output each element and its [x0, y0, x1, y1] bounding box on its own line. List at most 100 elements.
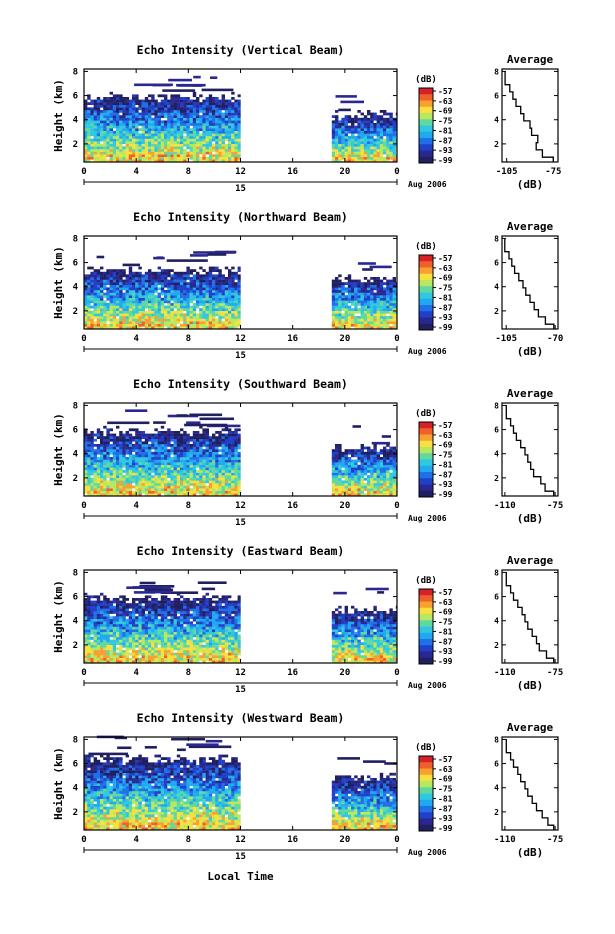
heatmap-cell	[222, 460, 225, 463]
heatmap-cell	[380, 306, 383, 309]
heatmap-cell	[177, 120, 180, 123]
heatmap-cell	[177, 152, 180, 155]
heatmap-cell	[164, 107, 167, 110]
heatmap-cell	[393, 486, 396, 489]
heatmap-cell	[148, 105, 151, 108]
heatmap-cell	[90, 115, 93, 118]
heatmap-cell	[218, 486, 221, 489]
heatmap-cell	[234, 293, 237, 296]
heatmap-cell	[132, 277, 135, 280]
heatmap-cell	[225, 277, 228, 280]
heatmap-cell	[97, 324, 100, 327]
heatmap-cell	[367, 300, 370, 303]
heatmap-cell	[151, 136, 154, 139]
heatmap-cell	[341, 295, 344, 298]
heatmap-cell	[135, 118, 138, 121]
heatmap-cell	[174, 478, 177, 481]
heatmap-cell	[174, 120, 177, 123]
heatmap-cell	[90, 154, 93, 157]
heatmap-cell	[151, 444, 154, 447]
heatmap-cell	[148, 311, 151, 314]
heatmap-cell	[151, 118, 154, 121]
heatmap-cell	[228, 449, 231, 452]
heatmap-cell	[206, 274, 209, 277]
heatmap-cell	[145, 97, 148, 100]
heatmap-cell	[113, 324, 116, 327]
heatmap-cell	[225, 478, 228, 481]
heatmap-cell	[142, 447, 145, 450]
heatmap-cell	[145, 298, 148, 301]
average-x-label: (dB)	[517, 512, 544, 525]
heatmap-cell	[116, 285, 119, 288]
heatmap-cell	[364, 308, 367, 311]
heatmap-cell	[158, 306, 161, 309]
heatmap-cell	[142, 105, 145, 108]
heatmap-cell	[113, 136, 116, 139]
heatmap-cell	[138, 311, 141, 314]
heatmap-cell	[341, 313, 344, 316]
heatmap-cell	[348, 157, 351, 160]
heatmap-cell	[90, 486, 93, 489]
heatmap-cell	[110, 100, 113, 103]
heatmap-cell	[199, 486, 202, 489]
heatmap-cell	[174, 123, 177, 126]
heatmap-cell	[113, 313, 116, 316]
heatmap-cell	[90, 157, 93, 160]
heatmap-cell	[103, 470, 106, 473]
heatmap-cell	[132, 447, 135, 450]
heatmap-cell	[116, 475, 119, 478]
heatmap-cell	[161, 313, 164, 316]
heatmap-cell	[212, 467, 215, 470]
heatmap-cell	[174, 139, 177, 142]
heatmap-cell	[170, 110, 173, 113]
heatmap-cell	[228, 439, 231, 442]
heatmap-cell	[190, 444, 193, 447]
heatmap-cell	[234, 274, 237, 277]
heatmap-cell	[106, 306, 109, 309]
heatmap-cell	[174, 115, 177, 118]
heatmap-cell	[145, 483, 148, 486]
heatmap-cell	[161, 480, 164, 483]
heatmap-cell	[183, 280, 186, 283]
x-tick-label: 12	[235, 334, 246, 344]
heatmap-cell	[228, 118, 231, 121]
heatmap-cell	[164, 449, 167, 452]
heatmap-cell	[167, 306, 170, 309]
heatmap-cell	[148, 462, 151, 465]
heatmap-cell	[231, 460, 234, 463]
heatmap-cell	[231, 123, 234, 126]
heatmap-cell	[170, 280, 173, 283]
heatmap-cell	[215, 102, 218, 105]
heatmap-cell	[110, 462, 113, 465]
heatmap-cell	[348, 149, 351, 152]
heatmap-cell	[209, 465, 212, 468]
heatmap-cell	[151, 272, 154, 275]
heatmap-cell	[94, 280, 97, 283]
heatmap-cell	[142, 123, 145, 126]
heatmap-cell	[196, 136, 199, 139]
heatmap-cell	[341, 483, 344, 486]
heatmap-cell	[90, 144, 93, 147]
heatmap-cell	[373, 126, 376, 129]
heatmap-cell	[222, 144, 225, 147]
heatmap-cell	[231, 141, 234, 144]
heatmap-cell	[212, 483, 215, 486]
heatmap-cell	[170, 447, 173, 450]
heatmap-cell	[196, 475, 199, 478]
heatmap-cell	[87, 154, 90, 157]
heatmap-cell	[332, 144, 335, 147]
heatmap-cell	[238, 274, 241, 277]
heatmap-cell	[129, 118, 132, 121]
heatmap-cell	[129, 295, 132, 298]
heatmap-cell	[370, 454, 373, 457]
heatmap-cell	[158, 308, 161, 311]
heatmap-cell	[126, 434, 129, 437]
heatmap-cell	[87, 282, 90, 285]
heatmap-cell	[170, 465, 173, 468]
heatmap-cell	[196, 465, 199, 468]
heatmap-cell	[338, 146, 341, 149]
colorbar-unit: (dB)	[415, 75, 437, 85]
heatmap-cell	[202, 274, 205, 277]
heatmap-cell	[106, 144, 109, 147]
heatmap-cell	[167, 298, 170, 301]
